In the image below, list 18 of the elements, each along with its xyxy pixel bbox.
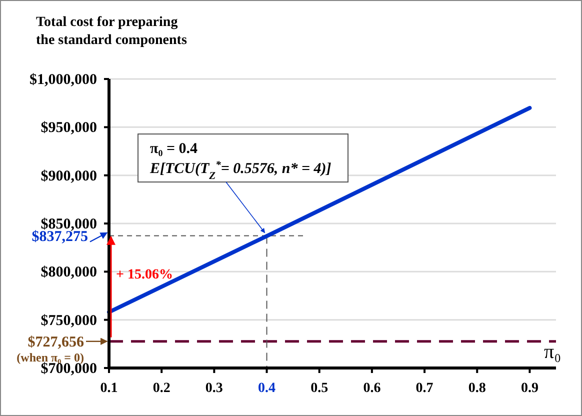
y-tick-label: $1,000,000 <box>30 72 97 88</box>
x-tick-label: 0.9 <box>520 381 538 396</box>
x-tick-label: 0.7 <box>416 381 434 396</box>
annotation: + 15.06% <box>116 268 173 283</box>
x-tick-label: 0.6 <box>363 381 381 396</box>
x-tick-label: 0.4 <box>258 381 276 396</box>
x-tick-label: 0.8 <box>468 381 486 396</box>
y-tick-label: $950,000 <box>40 120 97 136</box>
x-tick-label: 0.2 <box>152 381 170 396</box>
annotation: π₀ = 0.4 E[TCU(T$_{Z}$$^{*}$= 0.5576, n* = 4)] <box>149 141 332 182</box>
x-tick-label: 0.5 <box>310 381 328 396</box>
y-axis-title: Total cost for preparing the standard components <box>36 15 188 48</box>
x-tick-label: 0.3 <box>205 381 223 396</box>
x-tick-label: 0.1 <box>100 381 118 396</box>
y-tick-label: $750,000 <box>40 312 97 329</box>
y-tick-label: $800,000 <box>40 264 97 281</box>
y-tick-label: $900,000 <box>40 168 97 184</box>
x-axis-title: π₀ <box>544 341 562 363</box>
